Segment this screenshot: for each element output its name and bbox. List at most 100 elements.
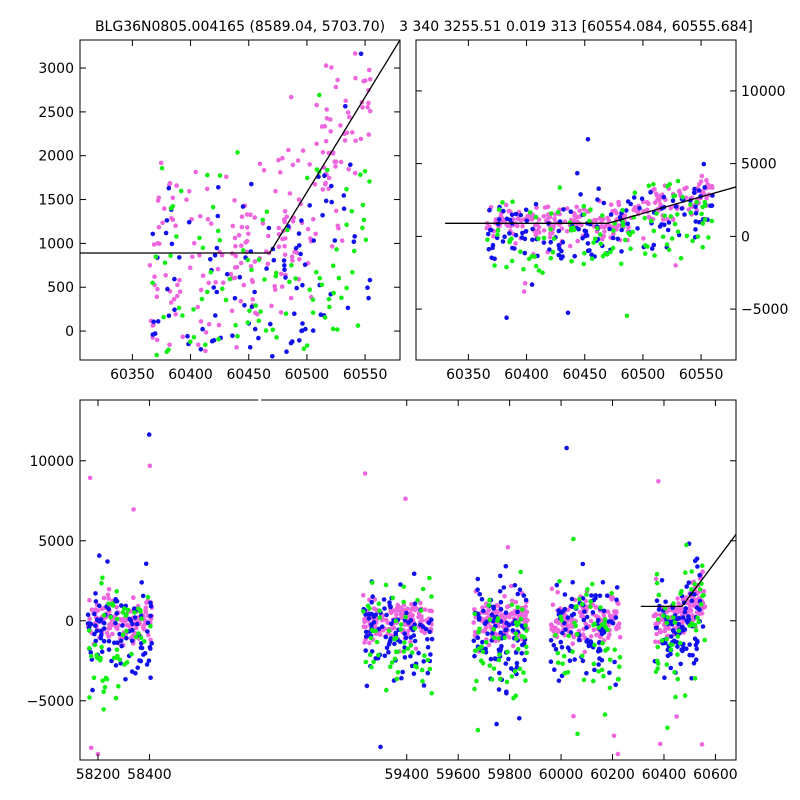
data-point-green [651, 228, 657, 234]
data-point-pink [312, 181, 318, 187]
data-point-pink [709, 185, 715, 190]
data-point-blue [494, 235, 500, 241]
data-point-green [325, 167, 330, 173]
data-point-green [217, 237, 223, 243]
data-point-blue [351, 239, 357, 244]
data-point-green [581, 261, 586, 267]
data-point-blue [504, 690, 509, 696]
data-point-green [620, 223, 626, 228]
data-point-pink [608, 202, 614, 207]
data-point-pink [654, 612, 659, 617]
data-point-blue [503, 564, 509, 569]
data-point-blue [595, 649, 601, 654]
data-point-green [548, 255, 554, 261]
data-point-pink [602, 229, 607, 234]
data-point-blue [114, 599, 120, 604]
data-point-blue [517, 716, 522, 721]
data-point-green [401, 599, 407, 605]
data-point-blue [507, 231, 512, 236]
data-point-blue [561, 207, 566, 212]
data-point-green [101, 707, 106, 712]
data-point-pink [405, 606, 410, 611]
data-point-green [123, 613, 128, 619]
data-point-blue [98, 618, 103, 623]
data-point-pink [265, 261, 271, 267]
data-point-pink [656, 479, 661, 484]
data-point-pink [550, 602, 556, 608]
data-point-blue [497, 589, 503, 594]
data-point-pink [234, 264, 240, 270]
data-point-green [596, 625, 601, 630]
data-point-green [94, 652, 99, 658]
data-point-blue [163, 230, 169, 236]
data-point-green [500, 200, 505, 205]
data-point-pink [407, 613, 413, 619]
data-point-blue [559, 248, 564, 254]
data-point-green [593, 236, 598, 242]
data-point-green [496, 207, 502, 212]
data-point-green [696, 619, 701, 625]
data-point-green [509, 258, 515, 264]
data-point-blue [367, 277, 373, 283]
data-point-green [405, 646, 411, 652]
data-point-pink [419, 614, 424, 619]
data-point-blue [500, 239, 506, 244]
data-point-pink [206, 280, 211, 286]
data-point-blue [702, 185, 707, 190]
data-point-green [487, 597, 492, 603]
data-point-pink [361, 624, 367, 629]
data-point-pink [615, 751, 621, 757]
data-point-blue [669, 634, 674, 639]
data-point-blue [517, 587, 523, 592]
data-point-blue [268, 321, 273, 327]
data-point-pink [564, 206, 570, 211]
data-point-blue [533, 201, 539, 207]
data-point-green [655, 644, 660, 650]
data-point-blue [668, 651, 673, 657]
data-point-blue [541, 240, 547, 245]
data-point-pink [536, 217, 542, 222]
data-point-green [618, 261, 624, 267]
data-point-green [101, 613, 107, 618]
data-point-green [491, 666, 497, 671]
data-point-green [569, 259, 574, 264]
data-point-green [541, 235, 547, 241]
data-point-green [138, 609, 143, 614]
data-point-pink [506, 208, 512, 214]
data-point-pink [403, 496, 408, 502]
data-point-pink [559, 226, 565, 231]
data-point-pink [329, 244, 335, 249]
data-point-green [623, 237, 628, 243]
data-point-blue [297, 338, 302, 343]
data-point-green [495, 616, 501, 621]
data-point-green [599, 667, 605, 673]
data-point-pink [320, 187, 326, 192]
data-point-pink [184, 197, 189, 202]
data-point-pink [286, 147, 291, 153]
data-point-green [106, 601, 111, 607]
data-point-pink [398, 611, 404, 617]
data-point-green [120, 610, 126, 615]
data-point-blue [119, 643, 124, 649]
data-point-green [245, 257, 250, 263]
data-point-pink [361, 593, 366, 598]
data-point-blue [293, 245, 299, 251]
data-point-blue [585, 248, 591, 254]
data-point-blue [369, 600, 375, 605]
data-point-blue [421, 683, 427, 688]
data-point-pink [87, 475, 93, 481]
data-point-pink [147, 463, 153, 469]
data-point-green [642, 251, 648, 256]
data-point-blue [692, 190, 697, 196]
data-point-green [363, 659, 369, 665]
data-point-green [102, 684, 108, 690]
data-point-blue [145, 620, 151, 626]
data-point-green [114, 589, 119, 594]
data-point-green [427, 575, 432, 581]
panel-top-left: 60350 60400 60450 60500 60550 0 500 1000 1500 200… [38, 39, 401, 383]
data-point-blue [366, 295, 371, 301]
data-point-pink [605, 635, 611, 641]
data-point-pink [155, 198, 161, 203]
data-point-blue [572, 253, 577, 259]
